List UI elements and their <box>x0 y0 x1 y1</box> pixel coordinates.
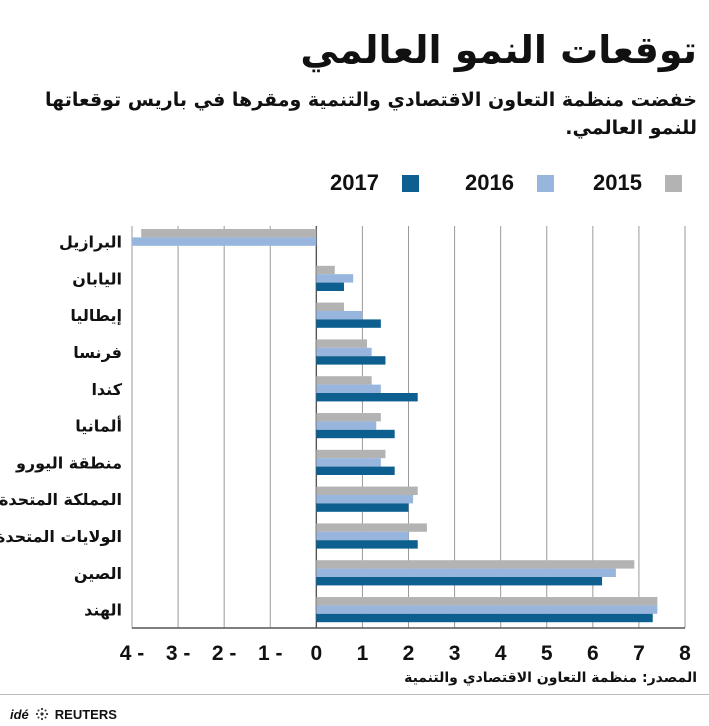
category-label: ألمانيا <box>75 416 122 436</box>
bar-2016 <box>132 237 317 246</box>
bar-2015 <box>316 597 658 606</box>
bar-2016 <box>316 274 354 283</box>
bar-2016 <box>316 531 409 541</box>
x-tick-label: 1 <box>357 642 369 665</box>
x-tick-label: 2 <box>403 642 415 665</box>
chart-title: توقعات النمو العالمي <box>300 28 697 72</box>
legend-label-2017: 2017 <box>330 170 379 195</box>
bar-2017 <box>316 466 395 475</box>
bar-2016 <box>316 458 381 467</box>
x-tick-label: 8 <box>679 642 691 665</box>
bar-2016 <box>316 384 381 393</box>
category-label: الصين <box>74 564 122 583</box>
bars <box>132 229 658 623</box>
bar-2015 <box>316 560 635 569</box>
bar-2015 <box>141 229 317 238</box>
category-label: فرنسا <box>73 343 122 362</box>
category-label: البرازيل <box>59 233 122 252</box>
bar-2015 <box>316 486 418 495</box>
bar-2016 <box>316 605 658 614</box>
bar-2015 <box>316 449 386 459</box>
category-label: الولايات المتحدة <box>0 527 122 546</box>
chart-subtitle: خفضت منظمة التعاون الاقتصادي والتنمية وم… <box>45 89 697 139</box>
legend: 2017 2016 2015 <box>0 170 709 200</box>
bar-2015 <box>316 302 344 311</box>
category-label: إيطاليا <box>70 306 122 325</box>
bar-2017 <box>316 540 418 549</box>
bar-2015 <box>316 265 335 275</box>
legend-swatch-2016 <box>537 175 554 192</box>
x-tick-label: 5 <box>541 642 553 665</box>
category-label: اليابان <box>72 269 122 288</box>
x-tick-label: 7 <box>633 642 645 665</box>
x-axis-ticks: 4 - 3 - 2 - 1 - 0 1 2 3 4 5 6 7 8 <box>120 642 691 665</box>
bar-2015 <box>316 523 427 532</box>
bar-2017 <box>316 393 418 402</box>
legend-label-2016: 2016 <box>465 170 514 195</box>
legend-swatch-2017 <box>402 175 419 192</box>
x-tick-label: 0 <box>310 642 322 665</box>
bar-2017 <box>316 282 344 291</box>
bar-2017 <box>316 503 409 512</box>
bar-2015 <box>316 376 372 385</box>
category-labels: البرازيل اليابان إيطاليا فرنسا كندا ألمانيا من… <box>0 233 123 620</box>
bar-2017 <box>316 356 386 365</box>
x-tick-label: 1 - <box>258 642 283 665</box>
x-tick-label: 4 <box>495 642 507 665</box>
bar-chart: البرازيل اليابان إيطاليا فرنسا كندا ألمانيا من… <box>0 226 691 665</box>
x-tick-label: 3 <box>449 642 461 665</box>
legend-label-2015: 2015 <box>593 170 642 195</box>
category-label: كندا <box>91 380 122 399</box>
source-note: المصدر: منظمة التعاون الاقتصادي والتنمية <box>404 670 697 686</box>
ide-logo-text: idé <box>10 706 29 722</box>
bar-2017 <box>316 613 653 623</box>
x-tick-label: 6 <box>587 642 599 665</box>
x-tick-label: 4 - <box>120 642 145 665</box>
bar-2016 <box>316 568 616 577</box>
bar-2016 <box>316 495 414 504</box>
category-label: المملكة المتحدة <box>0 490 122 509</box>
bar-2015 <box>316 413 381 422</box>
footer-divider <box>0 694 709 695</box>
reuters-logo-icon <box>35 707 48 721</box>
bar-2015 <box>316 339 368 348</box>
category-label: منطقة اليورو <box>15 453 122 472</box>
bar-2016 <box>316 311 363 320</box>
bar-2016 <box>316 421 377 430</box>
reuters-logo-text: REUTERS <box>54 706 117 722</box>
bar-2017 <box>316 577 603 586</box>
footer: idé REUTERS <box>10 704 117 724</box>
bar-2017 <box>316 319 381 328</box>
bar-2016 <box>316 347 372 357</box>
category-label: الهند <box>84 601 122 620</box>
legend-swatch-2015 <box>665 175 682 192</box>
x-tick-label: 2 - <box>212 642 237 665</box>
x-tick-label: 3 - <box>166 642 191 665</box>
bar-2017 <box>316 429 395 439</box>
